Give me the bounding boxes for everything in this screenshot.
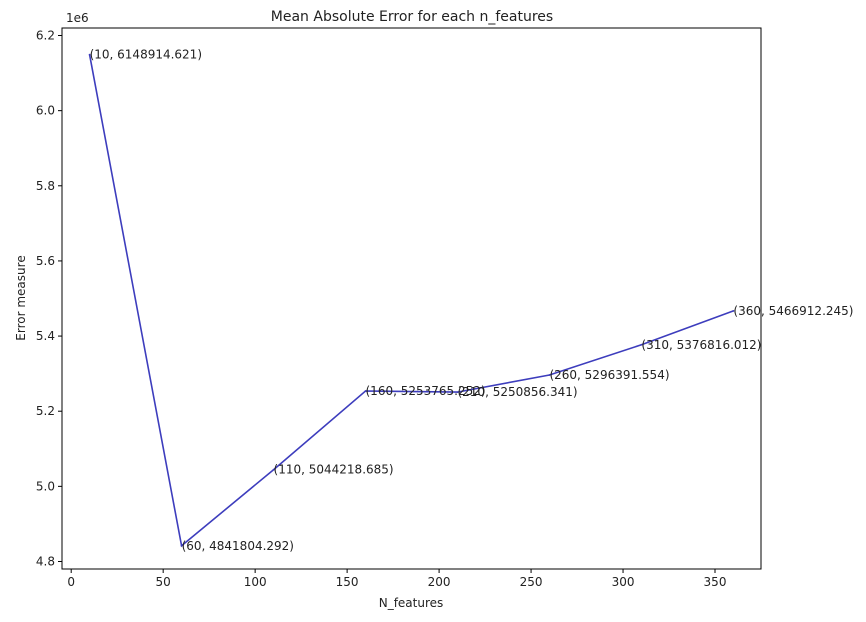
- data-point: [548, 374, 551, 376]
- data-point: [180, 544, 183, 547]
- x-tick-label: 50: [156, 575, 171, 589]
- x-axis: 0 50 100 150 200 250 300 350: [67, 569, 726, 589]
- x-tick-label: 150: [336, 575, 359, 589]
- y-tick-label: 6.2: [36, 29, 55, 43]
- x-tick-label: 0: [67, 575, 75, 589]
- data-point: [640, 343, 643, 346]
- data-label: (160, 5253765.252): [366, 384, 486, 398]
- data-label: (210, 5250856.341): [457, 385, 577, 399]
- data-point: [732, 310, 735, 312]
- x-tick-label: 200: [428, 575, 451, 589]
- data-label: (110, 5044218.685): [274, 463, 394, 477]
- y-offset-text: 1e6: [66, 11, 89, 25]
- data-point: [456, 391, 459, 394]
- plot-frame: [61, 27, 762, 570]
- y-tick-label: 5.4: [36, 329, 55, 343]
- data-label: (260, 5296391.554): [549, 368, 669, 382]
- data-point: [364, 390, 367, 392]
- x-tick-label: 350: [704, 575, 727, 589]
- data-label: (10, 6148914.621): [90, 48, 202, 62]
- data-point: [272, 468, 275, 471]
- y-tick-label: 5.2: [36, 404, 55, 418]
- series: [88, 53, 735, 548]
- x-tick-label: 250: [520, 575, 543, 589]
- x-axis-label: N_features: [379, 596, 444, 610]
- y-tick-label: 4.8: [36, 554, 55, 568]
- y-tick-label: 6.0: [36, 104, 55, 118]
- data-label: (60, 4841804.292): [182, 539, 294, 553]
- y-tick-label: 5.0: [36, 479, 55, 493]
- x-tick-label: 300: [612, 575, 635, 589]
- y-tick-label: 5.6: [36, 254, 55, 268]
- chart-title: Mean Absolute Error for each n_features: [271, 9, 553, 25]
- y-axis-label: Error measure: [14, 255, 28, 340]
- data-label: (360, 5466912.245): [733, 304, 853, 318]
- x-tick-label: 100: [244, 575, 267, 589]
- annotations: (10, 6148914.621) (60, 4841804.292) (110, …: [90, 48, 854, 553]
- y-tick-label: 5.8: [36, 179, 55, 193]
- data-label: (310, 5376816.012): [641, 338, 761, 352]
- series-line: [88, 54, 734, 548]
- data-point: [88, 53, 91, 56]
- y-axis: 4.8 5.0 5.2 5.4 5.6 5.8 6.0 6.2: [36, 29, 62, 568]
